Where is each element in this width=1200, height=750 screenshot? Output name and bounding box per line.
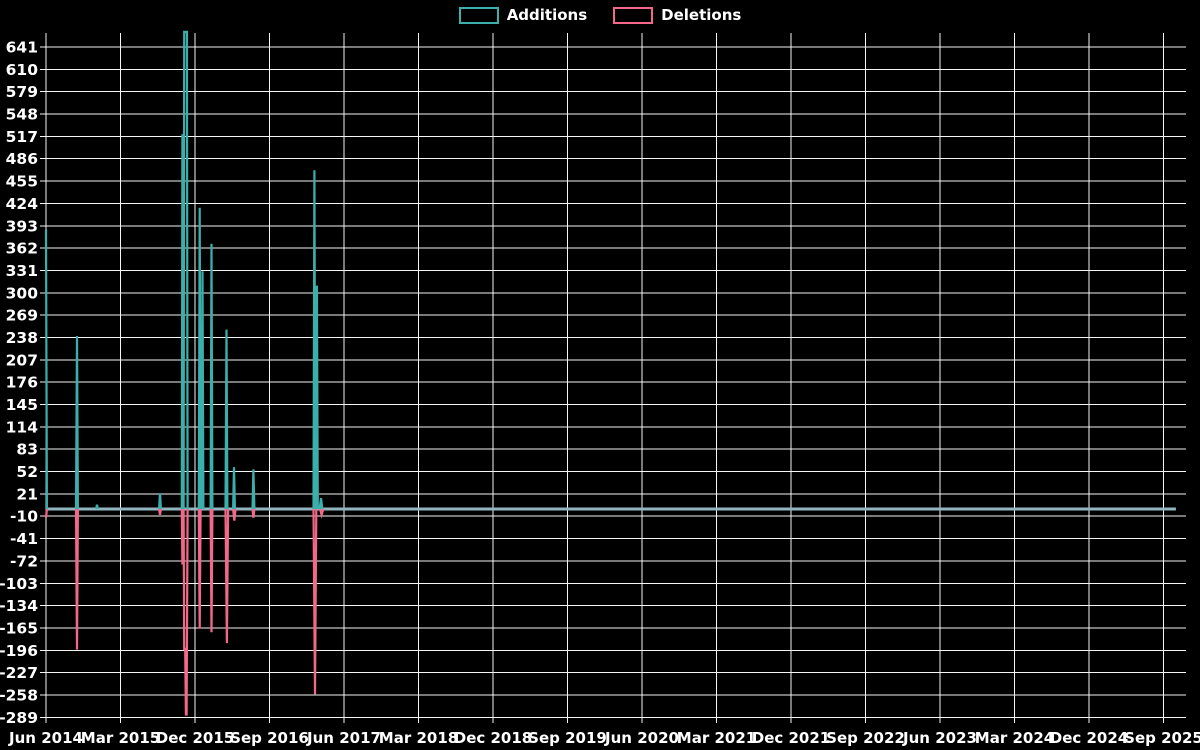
y-tick-label: 579 [6, 83, 38, 101]
y-tick-label: 238 [6, 329, 38, 347]
x-tick-label: Jun 2017 [306, 729, 381, 747]
y-tick-label: 145 [6, 396, 38, 414]
y-tick-label: 486 [6, 150, 38, 168]
y-tick-label: 21 [16, 485, 38, 503]
x-tick-label: Jun 2014 [8, 729, 83, 747]
x-tick-label: Jun 2023 [902, 729, 977, 747]
y-tick-label: 52 [16, 463, 38, 481]
y-tick-label: -72 [10, 552, 38, 570]
y-tick-label: 114 [6, 418, 39, 436]
legend-item-deletions[interactable]: Deletions [613, 6, 741, 24]
deletions-series-line [46, 509, 1176, 715]
y-tick-label: -134 [0, 597, 38, 615]
x-tick-label: Dec 2024 [1050, 729, 1129, 747]
x-tick-label: Sep 2019 [528, 729, 607, 747]
x-tick-label: Mar 2018 [379, 729, 458, 747]
x-tick-label: Dec 2021 [752, 729, 831, 747]
x-tick-label: Sep 2016 [230, 729, 309, 747]
y-tick-label: 424 [6, 195, 39, 213]
legend-additions-label: Additions [506, 6, 588, 24]
y-tick-label: 455 [6, 173, 38, 191]
x-tick-label: Dec 2015 [156, 729, 235, 747]
y-tick-label: -227 [0, 664, 38, 682]
x-tick-label: Dec 2018 [454, 729, 533, 747]
y-tick-label: -289 [0, 709, 38, 727]
deletions-swatch-icon [613, 6, 654, 24]
y-tick-label: 207 [6, 351, 38, 369]
y-tick-label: 641 [6, 39, 38, 57]
x-tick-label: Mar 2021 [677, 729, 756, 747]
y-tick-label: -258 [0, 687, 38, 705]
y-tick-label: 83 [16, 441, 38, 459]
chart-legend: Additions Deletions [0, 6, 1200, 24]
y-tick-label: 548 [6, 106, 38, 124]
y-tick-label: 517 [6, 128, 38, 146]
x-tick-label: Mar 2015 [81, 729, 160, 747]
y-tick-label: 331 [6, 262, 38, 280]
y-tick-label: 393 [6, 217, 38, 235]
x-tick-label: Sep 2022 [826, 729, 905, 747]
x-tick-label: Sep 2025 [1124, 729, 1200, 747]
y-tick-label: -103 [0, 575, 38, 593]
y-tick-label: -10 [10, 508, 38, 526]
y-tick-label: -41 [10, 530, 38, 548]
legend-deletions-label: Deletions [661, 6, 742, 24]
legend-item-additions[interactable]: Additions [458, 6, 588, 24]
y-tick-label: 362 [6, 240, 38, 258]
y-tick-label: 610 [6, 61, 39, 79]
y-tick-label: 300 [6, 284, 39, 302]
additions-swatch-icon [458, 6, 499, 24]
y-tick-label: -196 [0, 642, 38, 660]
x-tick-label: Jun 2020 [604, 729, 679, 747]
y-tick-label: 176 [6, 374, 38, 392]
y-tick-label: -165 [0, 619, 38, 637]
y-tick-label: 269 [6, 307, 38, 325]
x-tick-label: Mar 2024 [975, 729, 1054, 747]
